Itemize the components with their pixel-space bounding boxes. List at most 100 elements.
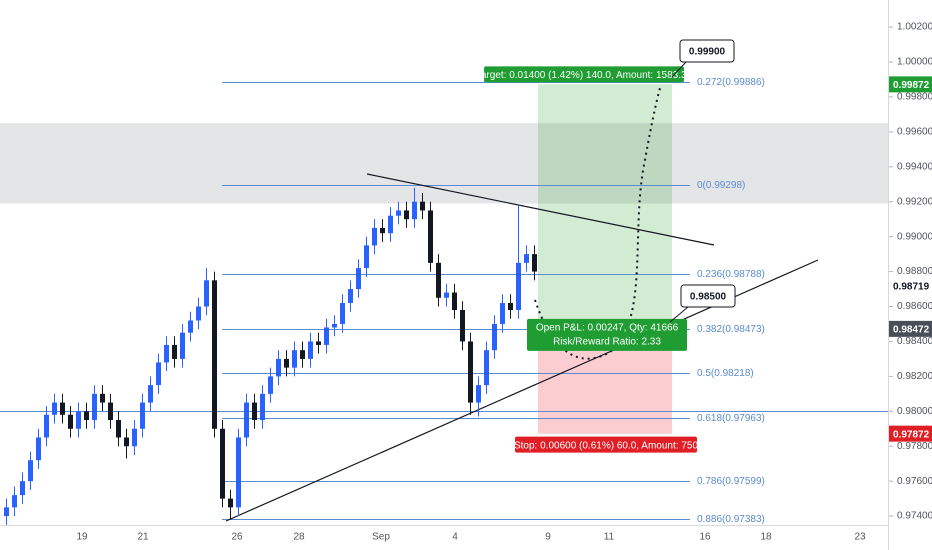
candle-body bbox=[428, 210, 433, 263]
candle-body bbox=[452, 292, 457, 311]
candle-body bbox=[340, 303, 345, 324]
candle-body bbox=[228, 498, 233, 508]
candle-body bbox=[316, 341, 321, 345]
candle-body bbox=[204, 280, 209, 307]
price-tick-label: 0.98600 bbox=[897, 301, 932, 312]
candle-body bbox=[132, 428, 137, 447]
price-tick-label: 0.98000 bbox=[897, 406, 932, 417]
time-tick-label: 11 bbox=[604, 532, 615, 543]
candle-body bbox=[268, 376, 273, 394]
candle-body bbox=[212, 280, 217, 429]
price-badge-label: 0.97872 bbox=[893, 429, 930, 440]
stop-label-box bbox=[515, 436, 697, 453]
candle-body bbox=[524, 254, 529, 263]
candle-body bbox=[372, 227, 377, 246]
price-tick-label: 1.00200 bbox=[897, 22, 932, 33]
candle-body bbox=[188, 320, 193, 333]
candle-body bbox=[380, 227, 385, 234]
callout-label: 0.98500 bbox=[690, 292, 727, 303]
candle-body bbox=[100, 393, 105, 403]
price-tick-label: 0.97800 bbox=[897, 441, 932, 452]
price-badge-label: 0.99872 bbox=[893, 80, 930, 91]
target-zone bbox=[538, 84, 672, 329]
candle-body bbox=[476, 385, 481, 403]
candle-body bbox=[108, 402, 113, 421]
callout-pointer bbox=[669, 306, 689, 323]
callout-pointer bbox=[671, 61, 687, 78]
price-badge-label: 0.98719 bbox=[893, 281, 930, 292]
price-badge-label: 0.98472 bbox=[893, 325, 930, 336]
fib-label: 0.382(0.98473) bbox=[697, 324, 765, 335]
price-tick-label: 0.97600 bbox=[897, 476, 932, 487]
candle-body bbox=[36, 437, 41, 461]
price-tick-label: 0.99000 bbox=[897, 231, 932, 242]
candle-body bbox=[324, 327, 329, 345]
candle-body bbox=[68, 414, 73, 429]
target-label-box bbox=[484, 66, 684, 83]
fib-label: 0.5(0.98218) bbox=[697, 368, 754, 379]
price-tick-label: 0.98800 bbox=[897, 266, 932, 277]
fib-label: 0.786(0.97599) bbox=[697, 476, 765, 487]
candle-body bbox=[404, 210, 409, 220]
price-tick-label: 0.98400 bbox=[897, 336, 932, 347]
candle-body bbox=[468, 341, 473, 403]
time-tick-label: 4 bbox=[452, 532, 458, 543]
candle-body bbox=[388, 215, 393, 234]
price-tick-label: 0.99200 bbox=[897, 196, 932, 207]
price-tick-label: 0.97400 bbox=[897, 511, 932, 522]
candle-body bbox=[196, 306, 201, 321]
callout-box bbox=[680, 284, 736, 308]
resistance-trendline bbox=[366, 173, 715, 246]
candle-body bbox=[460, 310, 465, 342]
time-tick-label: 16 bbox=[699, 532, 711, 543]
callout-label: 0.99900 bbox=[689, 47, 726, 58]
price-badge bbox=[889, 76, 932, 93]
time-tick-label: 9 bbox=[545, 532, 551, 543]
candle-body bbox=[308, 341, 313, 359]
candle-body bbox=[276, 358, 281, 377]
candle-body bbox=[180, 332, 185, 359]
candle-body bbox=[20, 481, 25, 496]
candle-body bbox=[300, 350, 305, 359]
candle-body bbox=[292, 350, 297, 368]
price-badge bbox=[889, 277, 932, 294]
stop-label: Stop: 0.00600 (0.61%) 60.0, Amount: 750 bbox=[514, 440, 698, 451]
rr-label: Risk/Reward Ratio: 2.33 bbox=[553, 337, 661, 348]
price-tick-label: 1.00000 bbox=[897, 57, 932, 68]
candle-body bbox=[124, 437, 129, 447]
candle-body bbox=[44, 414, 49, 438]
candle-body bbox=[252, 402, 257, 421]
price-tick-label: 0.99600 bbox=[897, 127, 932, 138]
price-badge bbox=[889, 320, 932, 337]
candle-body bbox=[28, 460, 33, 482]
candle-body bbox=[508, 303, 513, 311]
candle-body bbox=[284, 358, 289, 368]
candle-body bbox=[532, 254, 537, 272]
price-tick-label: 0.99400 bbox=[897, 161, 932, 172]
target-label: Target: 0.01400 (1.42%) 140.0, Amount: 1… bbox=[476, 70, 693, 81]
callout-box bbox=[679, 39, 735, 63]
candle-body bbox=[156, 362, 161, 386]
candle-body bbox=[260, 393, 265, 421]
fib-label: 0.236(0.98788) bbox=[697, 269, 765, 280]
time-tick-label: 19 bbox=[76, 532, 88, 543]
price-tick-label: 0.98200 bbox=[897, 371, 932, 382]
price-badge bbox=[889, 425, 932, 442]
candle-body bbox=[412, 201, 417, 220]
candle-body bbox=[172, 344, 177, 359]
fib-label: 0.886(0.97383) bbox=[697, 514, 765, 525]
price-tick-label: 0.99800 bbox=[897, 92, 932, 103]
candle-body bbox=[84, 411, 89, 421]
candle-body bbox=[76, 411, 81, 429]
resistance-zone bbox=[0, 123, 888, 204]
candle-body bbox=[396, 210, 401, 216]
candle-body bbox=[356, 268, 361, 290]
candle-body bbox=[140, 402, 145, 429]
fib-label: 0.618(0.97963) bbox=[697, 413, 765, 424]
time-tick-label: 28 bbox=[293, 532, 305, 543]
candle-body bbox=[4, 507, 9, 517]
candle-body bbox=[12, 495, 17, 508]
fib-label: 0(0.99298) bbox=[697, 180, 745, 191]
